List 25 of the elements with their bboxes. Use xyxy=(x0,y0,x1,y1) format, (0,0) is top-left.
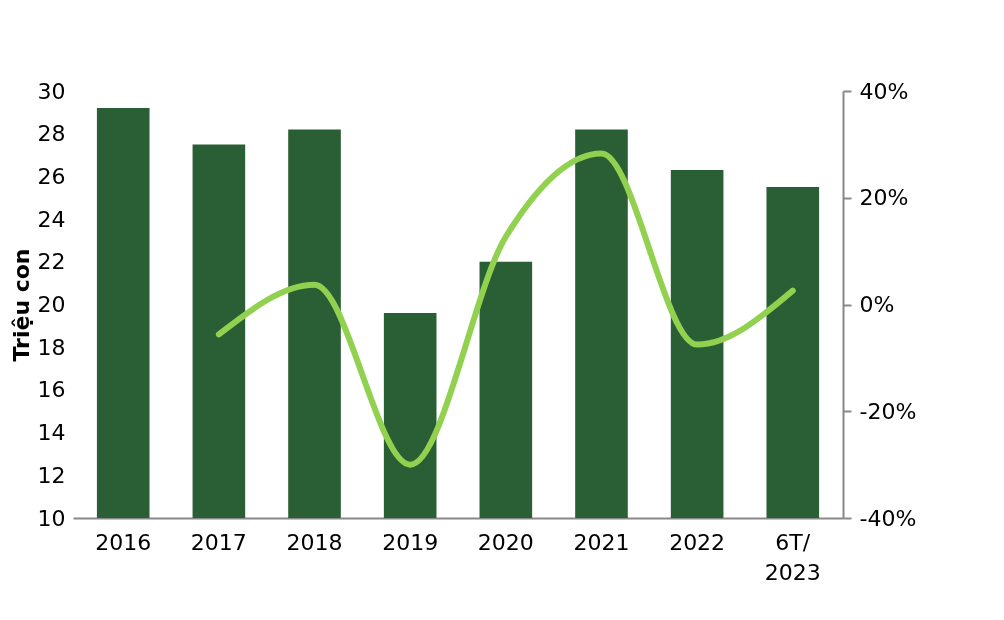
x-tick-label: 2017 xyxy=(190,529,247,555)
x-tick-label: 2019 xyxy=(382,529,439,555)
y-tick-label: 30 xyxy=(37,78,66,104)
x-tick-label: 2021 xyxy=(573,529,630,555)
x-tick-label: 2022 xyxy=(669,529,726,555)
y-tick-label: 10 xyxy=(37,505,66,531)
y2-tick-label: 40% xyxy=(859,78,909,104)
x-tick-label: 6T/ 2023 xyxy=(764,529,821,585)
y2-tick-label: -40% xyxy=(859,505,917,531)
x-tick-label: 2016 xyxy=(95,529,152,555)
y2-tick-label: 0% xyxy=(859,292,895,317)
y-tick-label: 28 xyxy=(37,121,66,147)
y2-tick-label: 20% xyxy=(859,185,909,211)
y-tick-label: 14 xyxy=(37,420,66,446)
y-tick-label: 16 xyxy=(37,377,66,403)
y-tick-label: 22 xyxy=(37,249,66,275)
x-tick-label: 2020 xyxy=(477,529,534,555)
y-tick-label: 18 xyxy=(37,334,66,360)
y2-tick-label: -20% xyxy=(859,398,917,424)
y-tick-label: 20 xyxy=(37,292,66,317)
y-tick-label: 12 xyxy=(37,462,66,488)
y-axis-title: Triệu con xyxy=(8,248,34,362)
y-tick-label: 24 xyxy=(37,206,66,232)
x-tick-label: 2018 xyxy=(286,529,343,555)
y-tick-label: 26 xyxy=(37,163,66,189)
